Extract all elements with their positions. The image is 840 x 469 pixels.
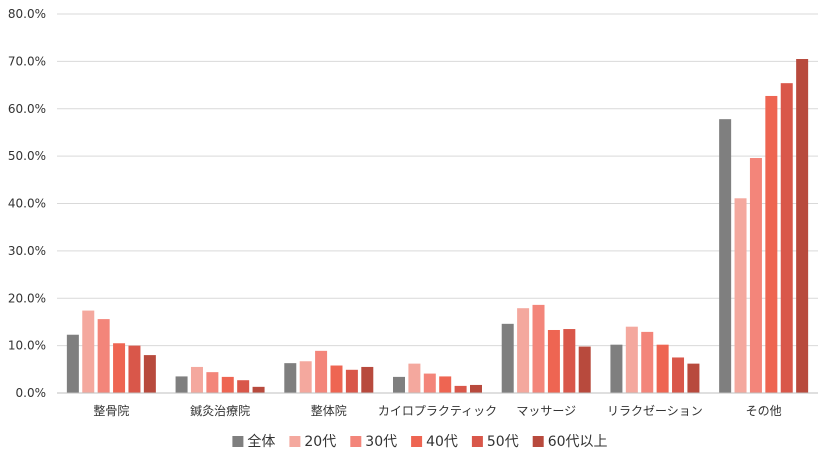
bar-6-cat-4 bbox=[470, 384, 482, 393]
bar-6-cat-3 bbox=[361, 366, 374, 393]
bar-1-cat-6 bbox=[610, 344, 623, 393]
bar-4-cat-6 bbox=[656, 344, 669, 393]
y-tick-label: 50.0% bbox=[8, 149, 46, 163]
bar-2-cat-6 bbox=[625, 326, 638, 393]
y-tick-label: 40.0% bbox=[8, 197, 46, 211]
bar-1-cat-3 bbox=[284, 363, 297, 393]
x-category-label: その他 bbox=[746, 404, 782, 418]
y-tick-label: 30.0% bbox=[8, 244, 46, 258]
bar-5-cat-2 bbox=[237, 380, 250, 393]
bar-2-cat-7 bbox=[734, 198, 747, 393]
legend-item: 40代 bbox=[411, 434, 458, 450]
bar-3-cat-3 bbox=[315, 350, 328, 393]
bar-1-cat-5 bbox=[501, 323, 514, 393]
legend-item: 60代以上 bbox=[532, 434, 608, 450]
x-category-label: 整体院 bbox=[311, 403, 347, 418]
bar-4-cat-2 bbox=[221, 376, 234, 393]
bar-5-cat-3 bbox=[345, 369, 358, 393]
legend-label: 40代 bbox=[426, 434, 458, 450]
bar-5-cat-1 bbox=[128, 345, 141, 394]
grid-lines bbox=[57, 13, 818, 347]
bar-3-cat-4 bbox=[423, 373, 436, 393]
x-category-label: 鍼灸治療院 bbox=[190, 403, 250, 418]
y-tick-label: 0.0% bbox=[16, 386, 47, 400]
bar-4-cat-1 bbox=[113, 343, 126, 393]
legend-label: 60代以上 bbox=[548, 434, 608, 450]
y-tick-label: 10.0% bbox=[8, 339, 46, 353]
legend-label: 全体 bbox=[247, 433, 275, 450]
bar-5-cat-5 bbox=[563, 329, 576, 393]
bar-4-cat-5 bbox=[547, 329, 560, 393]
x-category-label: 整骨院 bbox=[93, 403, 129, 418]
legend-label: 20代 bbox=[304, 434, 336, 450]
legend-item: 30代 bbox=[350, 434, 397, 450]
y-tick-label: 70.0% bbox=[8, 54, 46, 68]
bar-5-cat-6 bbox=[672, 357, 685, 393]
bar-6-cat-6 bbox=[687, 363, 700, 393]
y-tick-label: 60.0% bbox=[8, 102, 46, 116]
bar-4-cat-4 bbox=[439, 376, 452, 393]
bar-6-cat-1 bbox=[143, 355, 156, 393]
legend-swatch bbox=[232, 436, 244, 447]
bar-2-cat-1 bbox=[82, 310, 95, 393]
x-category-label: カイロプラクティック bbox=[378, 404, 497, 418]
bar-3-cat-5 bbox=[532, 304, 545, 393]
bar-2-cat-5 bbox=[517, 308, 530, 393]
legend-swatch bbox=[350, 436, 362, 447]
bar-5-cat-4 bbox=[454, 385, 467, 393]
bar-1-cat-1 bbox=[66, 334, 79, 393]
bar-3-cat-1 bbox=[97, 319, 110, 393]
bar-3-cat-7 bbox=[749, 158, 762, 393]
bar-3-cat-6 bbox=[641, 331, 654, 393]
legend-label: 50代 bbox=[487, 434, 519, 450]
bar-6-cat-2 bbox=[252, 386, 265, 393]
legend-item: 50代 bbox=[471, 434, 519, 450]
category-labels: 整骨院 鍼灸治療院 整体院 カイロプラクティック マッサージ リラクゼーション その他 bbox=[93, 403, 781, 418]
x-category-label: リラクゼーション bbox=[607, 404, 703, 418]
x-category-label: マッサージ bbox=[516, 404, 576, 418]
legend-swatch bbox=[411, 436, 423, 447]
legend-item: 20代 bbox=[289, 434, 336, 450]
legend-item: 全体 bbox=[232, 433, 275, 450]
bar-2-cat-4 bbox=[408, 363, 421, 393]
bar-5-cat-7 bbox=[780, 83, 793, 394]
bar-4-cat-7 bbox=[765, 95, 778, 394]
bar-6-cat-5 bbox=[578, 346, 591, 393]
legend: 全体 20代 30代 40代 50代 60代以上 bbox=[232, 433, 608, 450]
bar-1-cat-2 bbox=[175, 376, 188, 393]
legend-label: 30代 bbox=[365, 434, 397, 450]
bar-2-cat-2 bbox=[190, 366, 203, 393]
bar-2-cat-3 bbox=[299, 361, 312, 393]
y-axis-ticks: 0.0% 10.0% 20.0% 30.0% 40.0% 50.0% 60.0% 70.0% 8… bbox=[8, 7, 46, 400]
bar-6-cat-7 bbox=[796, 59, 809, 393]
bar-1-cat-4 bbox=[393, 376, 405, 393]
bar-3-cat-2 bbox=[206, 372, 219, 393]
y-tick-label: 20.0% bbox=[8, 291, 46, 305]
bars bbox=[66, 59, 809, 394]
legend-swatch bbox=[471, 436, 483, 447]
y-tick-label: 80.0% bbox=[8, 7, 46, 21]
bar-1-cat-7 bbox=[719, 119, 732, 394]
bar-4-cat-3 bbox=[330, 365, 343, 393]
legend-swatch bbox=[532, 436, 544, 447]
legend-swatch bbox=[289, 436, 301, 447]
